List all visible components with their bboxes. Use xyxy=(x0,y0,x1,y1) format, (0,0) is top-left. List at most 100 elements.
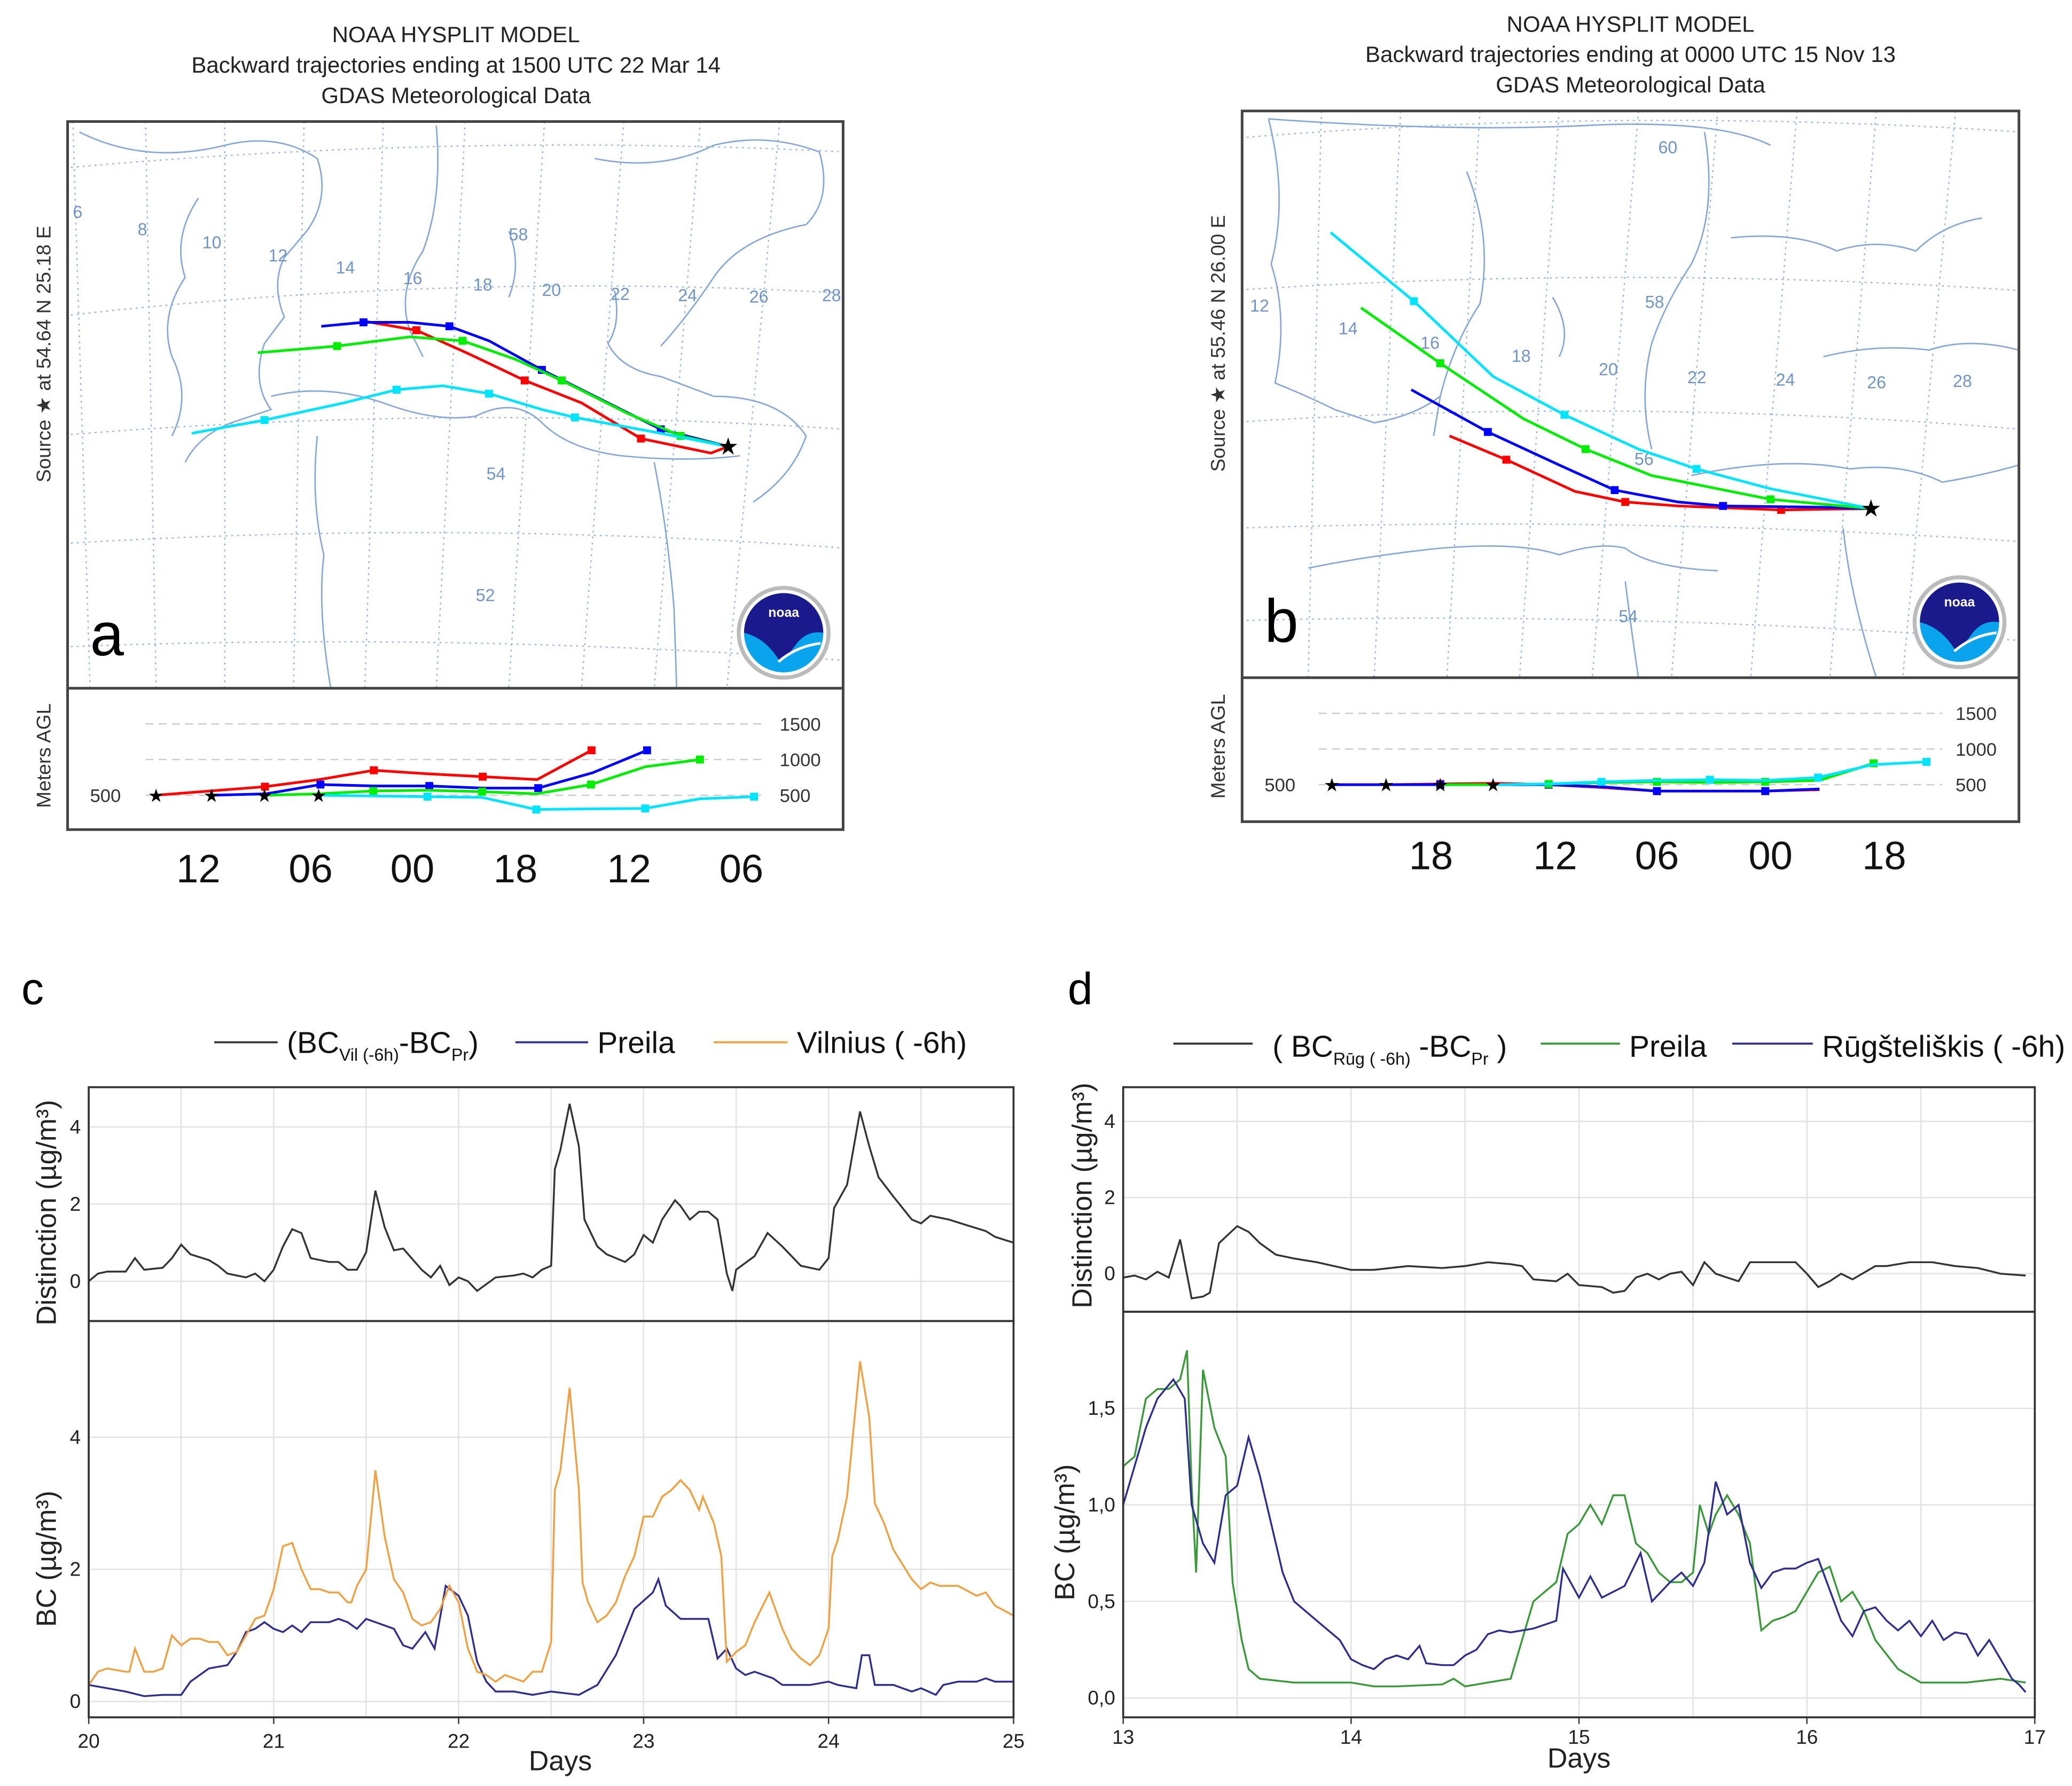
coastline xyxy=(595,139,825,347)
trajectory-marker xyxy=(570,413,579,422)
map-a-title-line3: GDAS Meteorological Data xyxy=(321,83,591,108)
height-marker xyxy=(425,782,434,790)
time-tick-label: 12 xyxy=(607,847,651,891)
height-level-label: 1000 xyxy=(780,750,821,771)
trajectory-map-b: NOAA HYSPLIT MODEL Backward trajectories… xyxy=(1207,11,2021,878)
trajectory-line xyxy=(1410,388,1871,510)
plot-area-d: 0 2 4 0,0 0,5 1,0 1,5 13 14 15 16 17 xyxy=(1088,1086,2046,1748)
height-marker xyxy=(261,782,269,791)
graticule-label: 28 xyxy=(822,286,841,305)
coastline xyxy=(1691,463,2019,483)
graticule-line xyxy=(1242,523,2019,542)
graticule-label: 28 xyxy=(1953,372,1972,391)
x-axis-label-d: Days xyxy=(1547,1743,1610,1774)
graticule-line xyxy=(67,285,843,316)
graticule-line xyxy=(1307,111,1322,678)
height-marker xyxy=(1597,778,1606,786)
y-tick-label: 2 xyxy=(70,1193,81,1215)
legend-d-diff-label: ( BCRūg ( -6h) -BCPr ) xyxy=(1272,1030,1507,1069)
map-a-height-axis-label: Meters AGL xyxy=(32,703,54,808)
height-marker xyxy=(695,755,704,764)
height-level-label: 1500 xyxy=(780,715,821,735)
panel-letter-c: c xyxy=(21,964,44,1014)
trajectory-marker xyxy=(1621,498,1630,506)
graticule-label: 6 xyxy=(73,202,82,222)
trajectory-marker xyxy=(485,389,493,398)
graticule-line xyxy=(1373,111,1402,678)
time-tick-label: 18 xyxy=(494,847,538,891)
source-star-icon: ★ xyxy=(717,434,739,460)
graticule-label: 24 xyxy=(678,286,697,305)
coastline xyxy=(1823,342,2019,358)
coastline xyxy=(271,390,740,460)
y-tick-label: 0,0 xyxy=(1088,1687,1115,1709)
time-tick-label: 18 xyxy=(1409,833,1453,878)
height-level-label: 1500 xyxy=(1956,704,1997,724)
start-star-icon: ★ xyxy=(1324,776,1340,796)
start-star-icon: ★ xyxy=(148,786,165,806)
map-a-height-panel: 1500 1000 500 500 ★ ★ ★ ★ 12 06 00 18 12 06 xyxy=(90,715,821,891)
graticule-line xyxy=(364,121,384,688)
noaa-logo-gull xyxy=(1953,631,1997,653)
graticule-label: 52 xyxy=(476,585,495,605)
coastline xyxy=(508,231,517,298)
map-a-area: 6 8 10 12 14 16 18 20 22 24 26 28 58 54 52 ★ xyxy=(67,121,843,688)
trajectory-marker xyxy=(412,326,420,334)
graticule-label: 58 xyxy=(1645,292,1664,311)
time-tick-label: 06 xyxy=(288,847,333,891)
x-tick-label: 24 xyxy=(818,1729,840,1752)
map-a-title-line2: Backward trajectories ending at 1500 UTC… xyxy=(191,52,721,77)
trajectory-line xyxy=(363,319,729,455)
series-line-preila xyxy=(1123,1350,2026,1688)
x-tick-label: 17 xyxy=(2024,1726,2046,1748)
height-profile-line xyxy=(1332,783,1820,793)
bottom-panel-frame xyxy=(88,1320,1015,1719)
bc-chart-d: d ( BCRūg ( -6h) -BCPr ) Preila Rūgšteli… xyxy=(1050,964,2065,1774)
trajectory-marker xyxy=(392,386,401,394)
series-line-preila xyxy=(89,1576,1014,1697)
series-line-vilnius-h- xyxy=(89,1361,1014,1686)
height-marker xyxy=(316,780,325,789)
noaa-logo-gull xyxy=(777,642,821,663)
graticule-label: 26 xyxy=(749,287,769,306)
y-axis-label-d-bottom: BC (µg/m³) xyxy=(1050,1464,1081,1601)
series-line-r-g-teli-kis-h- xyxy=(1123,1377,2027,1693)
height-marker xyxy=(1706,776,1714,784)
trajectory-marker xyxy=(1410,297,1418,306)
trajectory-marker xyxy=(1502,456,1511,464)
time-tick-label: 06 xyxy=(720,847,764,891)
height-marker xyxy=(588,746,596,755)
height-marker xyxy=(423,793,432,801)
trajectory-marker xyxy=(1692,465,1701,473)
start-star-icon: ★ xyxy=(256,786,273,806)
map-content: 6 8 10 12 14 16 18 20 22 24 26 28 58 54 52 ★ xyxy=(67,121,843,688)
graticule-line xyxy=(67,532,843,549)
time-tick-label: 06 xyxy=(1635,833,1679,878)
map-b-height-axis-label: Meters AGL xyxy=(1207,694,1229,799)
legend-d-rug-label: Rūgšteliškis ( -6h) xyxy=(1822,1030,2065,1064)
coastline xyxy=(1624,581,1639,678)
trajectory-marker xyxy=(1610,486,1619,495)
y-axis-label-d-top: Distinction (µg/m³) xyxy=(1067,1083,1098,1308)
coastline xyxy=(1268,118,1771,146)
map-b-height-panel: 1500 1000 500 500 ★ ★ ★ ★ 18 12 06 00 18 xyxy=(1264,704,1997,878)
x-tick-label: 22 xyxy=(448,1729,470,1752)
graticule-label: 22 xyxy=(1687,367,1707,387)
y-tick-label: 1,0 xyxy=(1088,1493,1115,1516)
graticule-line xyxy=(1242,277,2019,292)
graticule-line xyxy=(67,144,843,169)
graticule-label: 16 xyxy=(1420,333,1440,352)
coastline xyxy=(1308,545,1718,571)
y-axis-label-c-bottom: BC (µg/m³) xyxy=(31,1491,62,1627)
y-tick-label: 4 xyxy=(70,1425,81,1448)
height-marker xyxy=(1761,787,1770,795)
height-marker xyxy=(641,804,650,813)
y-tick-label: 0 xyxy=(70,1270,81,1292)
height-left-level-label: 500 xyxy=(90,786,121,806)
legend-c-vilnius-label: Vilnius ( -6h) xyxy=(797,1026,967,1060)
graticule-line xyxy=(1591,111,1639,678)
graticule-line xyxy=(435,121,466,688)
